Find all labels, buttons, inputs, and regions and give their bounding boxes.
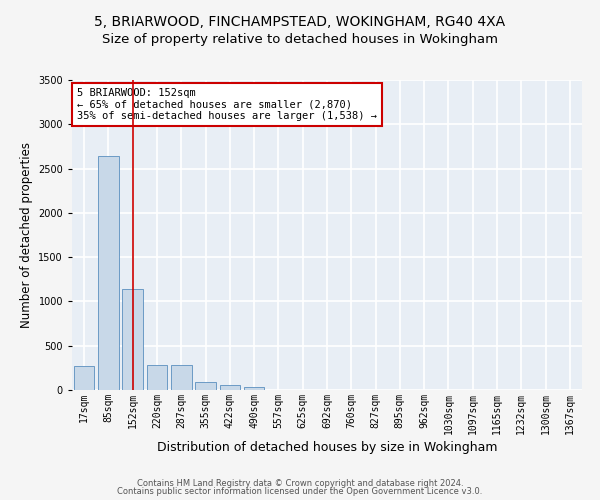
Text: Contains public sector information licensed under the Open Government Licence v3: Contains public sector information licen… xyxy=(118,487,482,496)
Text: 5 BRIARWOOD: 152sqm
← 65% of detached houses are smaller (2,870)
35% of semi-det: 5 BRIARWOOD: 152sqm ← 65% of detached ho… xyxy=(77,88,377,121)
Text: 5, BRIARWOOD, FINCHAMPSTEAD, WOKINGHAM, RG40 4XA: 5, BRIARWOOD, FINCHAMPSTEAD, WOKINGHAM, … xyxy=(94,15,506,29)
Bar xyxy=(98,156,119,390)
Text: Contains HM Land Registry data © Crown copyright and database right 2024.: Contains HM Land Registry data © Crown c… xyxy=(137,478,463,488)
Bar xyxy=(171,365,191,390)
Bar xyxy=(220,385,240,390)
Bar xyxy=(122,289,143,390)
Bar xyxy=(244,387,265,390)
Bar xyxy=(195,382,216,390)
Text: Size of property relative to detached houses in Wokingham: Size of property relative to detached ho… xyxy=(102,32,498,46)
Bar xyxy=(74,366,94,390)
Y-axis label: Number of detached properties: Number of detached properties xyxy=(20,142,32,328)
X-axis label: Distribution of detached houses by size in Wokingham: Distribution of detached houses by size … xyxy=(157,441,497,454)
Bar xyxy=(146,365,167,390)
